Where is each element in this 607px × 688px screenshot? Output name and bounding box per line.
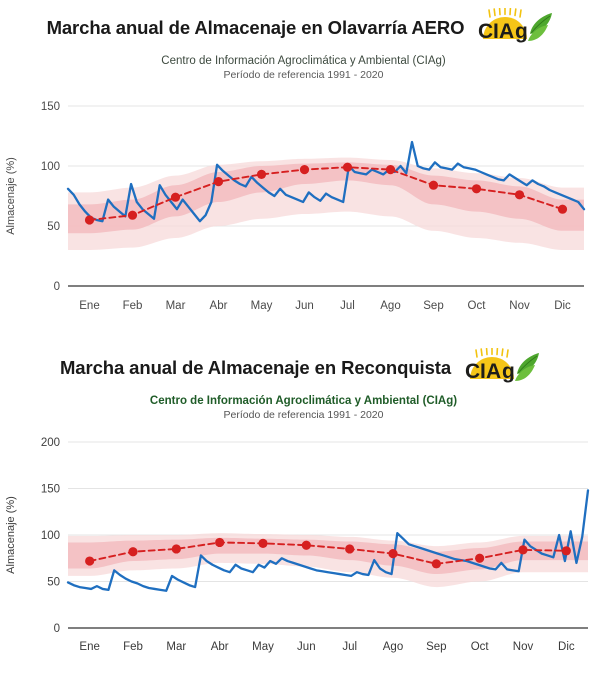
x-axis-tick-label: Jul <box>340 300 355 312</box>
mean-data-point-marker <box>558 205 567 214</box>
x-axis-tick-label: Feb <box>123 300 143 312</box>
mean-data-point-marker <box>429 181 438 190</box>
mean-data-point-marker <box>257 170 266 179</box>
svg-text:g: g <box>515 20 528 43</box>
x-axis-tick-label: Ene <box>79 300 99 312</box>
x-axis-tick-label: Nov <box>509 300 530 312</box>
y-axis-tick-label: 50 <box>47 577 60 589</box>
y-axis-tick-label: 100 <box>41 530 60 542</box>
y-axis-tick-label: 0 <box>54 281 60 293</box>
x-axis-tick-label: Abr <box>210 300 228 312</box>
chart-header-olavarria: Marcha anual de Almacenaje en Olavarría … <box>0 8 607 48</box>
subtitle-reference-period: Período de referencia 1991 - 2020 <box>0 69 607 82</box>
x-axis-tick-label: Mar <box>166 300 186 312</box>
x-axis-tick-label: Mar <box>166 641 186 653</box>
mean-data-point-marker <box>515 190 524 199</box>
y-axis-tick-label: 0 <box>54 623 60 635</box>
page-title: Marcha anual de Almacenaje en Reconquist… <box>60 357 451 379</box>
chart-header-reconquista: Marcha anual de Almacenaje en Reconquist… <box>0 348 607 388</box>
y-axis-tick-label: 200 <box>41 437 60 449</box>
svg-text:C: C <box>478 20 493 43</box>
chart-panel-olavarria: Marcha anual de Almacenaje en Olavarría … <box>0 8 607 338</box>
y-axis-tick-label: 50 <box>47 221 60 233</box>
mean-data-point-marker <box>128 211 137 220</box>
x-axis-tick-label: Dic <box>558 641 575 653</box>
mean-data-point-marker <box>472 184 481 193</box>
ciag-logo-icon: C I A g <box>461 348 547 388</box>
x-axis-tick-label: Dic <box>554 300 571 312</box>
svg-text:I: I <box>493 20 499 43</box>
mean-data-point-marker <box>343 163 352 172</box>
x-axis-tick-label: Oct <box>471 641 490 653</box>
plot-area-olavarria: 0 50 100 150 Almacenaje (%) Ene Feb Mar Abr May Ju… <box>0 96 607 326</box>
svg-text:A: A <box>499 20 514 43</box>
mean-data-point-marker <box>562 546 571 555</box>
mean-data-point-marker <box>172 544 181 553</box>
chart-subtitle-olavarria: Centro de Información Agroclimática y Am… <box>0 54 607 83</box>
subtitle-organization: Centro de Información Agroclimática y Am… <box>0 394 607 408</box>
svg-text:g: g <box>502 360 515 383</box>
mean-data-point-marker <box>85 215 94 224</box>
subtitle-organization: Centro de Información Agroclimática y Am… <box>0 54 607 68</box>
ciag-logo-icon: C I A g <box>474 8 560 48</box>
mean-data-point-marker <box>215 538 224 547</box>
x-axis-tick-label: Jun <box>295 300 314 312</box>
page-title: Marcha anual de Almacenaje en Olavarría … <box>47 17 465 39</box>
x-axis-tick-label: Ago <box>383 641 403 653</box>
svg-text:A: A <box>486 360 501 383</box>
x-axis-tick-label: Feb <box>123 641 143 653</box>
mean-data-point-marker <box>171 193 180 202</box>
svg-text:I: I <box>480 360 486 383</box>
mean-data-point-marker <box>258 539 267 548</box>
mean-data-point-marker <box>128 547 137 556</box>
mean-data-point-marker <box>388 549 397 558</box>
subtitle-reference-period: Período de referencia 1991 - 2020 <box>0 409 607 422</box>
mean-data-point-marker <box>214 177 223 186</box>
mean-data-point-marker <box>475 554 484 563</box>
y-axis-title: Almacenaje (%) <box>5 496 17 574</box>
mean-data-point-marker <box>432 559 441 568</box>
chart-panel-reconquista: Marcha anual de Almacenaje en Reconquist… <box>0 348 607 688</box>
x-axis-tick-label: Ene <box>79 641 99 653</box>
mean-data-point-marker <box>300 165 309 174</box>
x-axis-tick-label: Jul <box>342 641 357 653</box>
x-axis-tick-label: Abr <box>211 641 229 653</box>
mean-data-point-marker <box>518 545 527 554</box>
plot-area-reconquista: 0 50 100 150 200 Almacenaje (%) Ene Feb Mar Abr Ma… <box>0 428 607 653</box>
y-axis-tick-label: 100 <box>41 161 60 173</box>
x-axis-tick-label: May <box>252 641 274 653</box>
x-axis-tick-label: Ago <box>380 300 400 312</box>
mean-data-point-marker <box>345 544 354 553</box>
x-axis-tick-label: Jun <box>297 641 316 653</box>
mean-data-point-marker <box>386 165 395 174</box>
y-axis-title: Almacenaje (%) <box>5 157 17 235</box>
x-axis-tick-label: Nov <box>513 641 534 653</box>
svg-text:C: C <box>465 360 480 383</box>
x-axis-tick-label: Oct <box>468 300 487 312</box>
x-axis-tick-label: Sep <box>426 641 446 653</box>
y-axis-tick-label: 150 <box>41 484 60 496</box>
x-axis-tick-label: May <box>251 300 273 312</box>
chart-subtitle-reconquista: Centro de Información Agroclimática y Am… <box>0 394 607 423</box>
mean-data-point-marker <box>85 556 94 565</box>
x-axis-tick-label: Sep <box>423 300 443 312</box>
y-axis-tick-label: 150 <box>41 101 60 113</box>
mean-data-point-marker <box>302 541 311 550</box>
